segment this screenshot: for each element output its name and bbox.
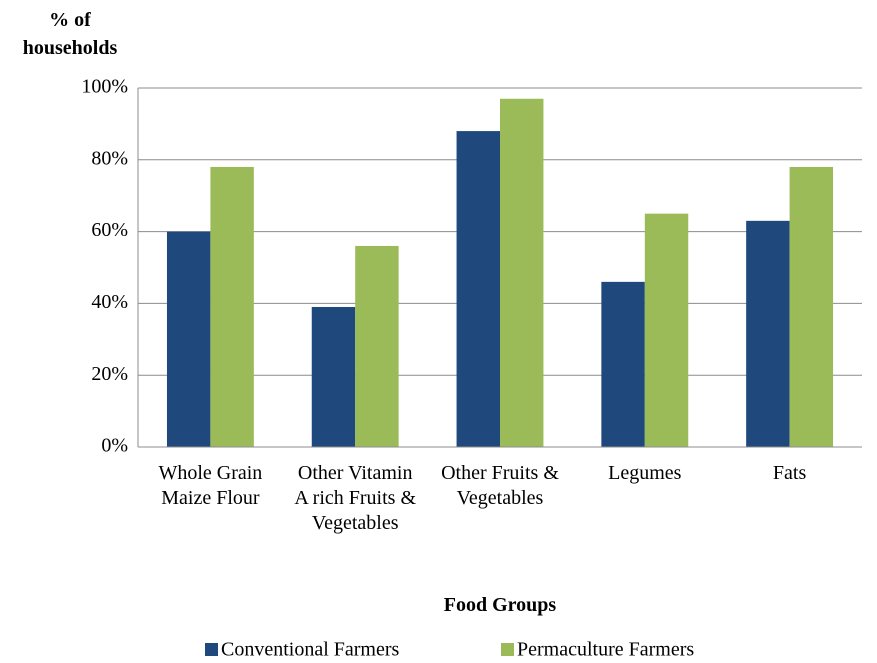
bar <box>601 281 645 447</box>
bar <box>789 166 834 448</box>
x-tick-label: Legumes <box>608 462 682 484</box>
bar <box>746 220 790 447</box>
legend-swatch <box>205 643 218 656</box>
y-tick-label: 40% <box>91 291 128 313</box>
y-tick-label: 0% <box>101 435 128 457</box>
bar <box>210 166 254 448</box>
y-tick-label: 80% <box>91 147 128 169</box>
bar <box>456 131 500 447</box>
y-tick-label: 20% <box>91 363 128 385</box>
bar <box>166 231 211 447</box>
y-tick-label: 100% <box>81 76 128 98</box>
y-tick-label: 60% <box>91 219 128 241</box>
legend-label: Permaculture Farmers <box>517 639 694 661</box>
bar <box>355 245 399 447</box>
bar <box>644 213 689 447</box>
bar <box>500 98 544 448</box>
x-tick-label: Other Vitamin A rich Fruits & Vegetables <box>294 462 417 534</box>
x-axis-title: Food Groups <box>443 594 557 616</box>
legend-label: Conventional Farmers <box>221 639 400 661</box>
x-tick-label: Fats <box>772 462 807 484</box>
legend-swatch <box>501 643 514 656</box>
bar <box>311 306 356 447</box>
y-axis-title: % of households <box>22 9 118 59</box>
x-tick-label: Whole Grain Maize Flour <box>158 462 263 509</box>
x-tick-label: Other Fruits & Vegetables <box>441 462 559 509</box>
